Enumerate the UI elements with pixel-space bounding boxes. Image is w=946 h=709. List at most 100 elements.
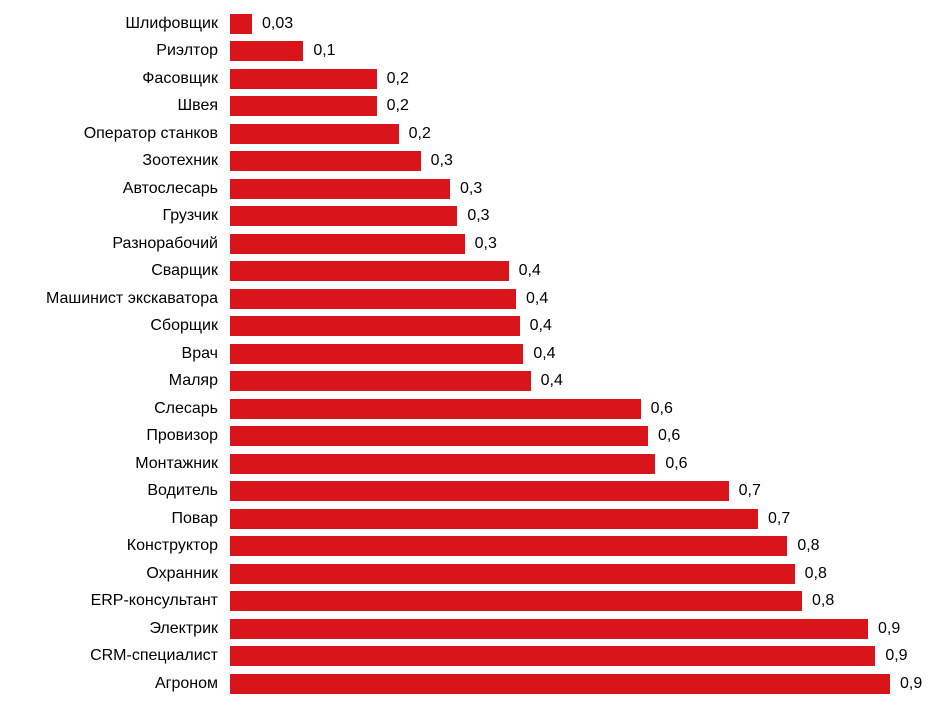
value-label: 0,3 — [475, 235, 497, 253]
bar-area: 0,8 — [230, 533, 926, 561]
category-label: Фасовщик — [20, 70, 230, 88]
value-label: 0,4 — [530, 317, 552, 335]
category-label: Маляр — [20, 372, 230, 390]
value-label: 0,4 — [526, 290, 548, 308]
bar-area: 0,9 — [230, 643, 926, 671]
value-label: 0,3 — [460, 180, 482, 198]
bar — [230, 289, 516, 309]
bar — [230, 619, 868, 639]
bar — [230, 481, 729, 501]
category-label: Машинист экскаватора — [20, 290, 230, 308]
value-label: 0,3 — [431, 152, 453, 170]
horizontal-bar-chart: Шлифовщик0,03Риэлтор0,1Фасовщик0,2Швея0,… — [20, 10, 926, 699]
category-label: Сборщик — [20, 317, 230, 335]
category-label: CRM-специалист — [20, 647, 230, 665]
bar — [230, 509, 758, 529]
value-label: 0,1 — [313, 42, 335, 60]
chart-row: Шлифовщик 0,03 — [20, 10, 926, 38]
value-label: 0,6 — [658, 427, 680, 445]
bar — [230, 426, 648, 446]
value-label: 0,8 — [797, 537, 819, 555]
bar-area: 0,4 — [230, 285, 926, 313]
value-label: 0,03 — [262, 15, 293, 33]
category-label: Грузчик — [20, 207, 230, 225]
bar-area: 0,4 — [230, 340, 926, 368]
category-label: Слесарь — [20, 400, 230, 418]
category-label: Провизор — [20, 427, 230, 445]
chart-row: Агроном 0,9 — [20, 670, 926, 698]
bar-area: 0,1 — [230, 38, 926, 66]
value-label: 0,4 — [533, 345, 555, 363]
chart-row: CRM-специалист 0,9 — [20, 643, 926, 671]
chart-row: Конструктор 0,8 — [20, 533, 926, 561]
chart-row: Слесарь 0,6 — [20, 395, 926, 423]
chart-row: Охранник 0,8 — [20, 560, 926, 588]
bar — [230, 206, 457, 226]
category-label: Сварщик — [20, 262, 230, 280]
bar-area: 0,4 — [230, 368, 926, 396]
bar — [230, 179, 450, 199]
category-label: Водитель — [20, 482, 230, 500]
chart-row: Зоотехник 0,3 — [20, 148, 926, 176]
bar — [230, 261, 509, 281]
bar — [230, 96, 377, 116]
bar-area: 0,2 — [230, 93, 926, 121]
value-label: 0,4 — [541, 372, 563, 390]
category-label: Электрик — [20, 620, 230, 638]
chart-row: Электрик 0,9 — [20, 615, 926, 643]
bar — [230, 41, 303, 61]
bar-area: 0,3 — [230, 175, 926, 203]
chart-row: Повар 0,7 — [20, 505, 926, 533]
chart-row: Разнорабочий0,3 — [20, 230, 926, 258]
bar — [230, 371, 531, 391]
bar-area: 0,4 — [230, 313, 926, 341]
bar-area: 0,6 — [230, 423, 926, 451]
bar — [230, 344, 523, 364]
bar-area: 0,03 — [230, 10, 926, 38]
value-label: 0,2 — [409, 125, 431, 143]
category-label: Повар — [20, 510, 230, 528]
value-label: 0,4 — [519, 262, 541, 280]
bar — [230, 646, 875, 666]
category-label: Зоотехник — [20, 152, 230, 170]
chart-row: Швея0,2 — [20, 93, 926, 121]
bar-area: 0,7 — [230, 478, 926, 506]
bar-area: 0,6 — [230, 450, 926, 478]
chart-row: Маляр 0,4 — [20, 368, 926, 396]
value-label: 0,8 — [805, 565, 827, 583]
bar — [230, 591, 802, 611]
chart-row: Врач0,4 — [20, 340, 926, 368]
chart-row: Провизор 0,6 — [20, 423, 926, 451]
category-label: Агроном — [20, 675, 230, 693]
value-label: 0,2 — [387, 97, 409, 115]
category-label: Оператор станков — [20, 125, 230, 143]
bar-area: 0,8 — [230, 588, 926, 616]
chart-row: Монтажник0,6 — [20, 450, 926, 478]
chart-row: ERP-консультант0,8 — [20, 588, 926, 616]
value-label: 0,9 — [900, 675, 922, 693]
bar — [230, 69, 377, 89]
bar — [230, 151, 421, 171]
value-label: 0,9 — [878, 620, 900, 638]
bar-area: 0,2 — [230, 120, 926, 148]
chart-row: Фасовщик0,2 — [20, 65, 926, 93]
chart-row: Сборщик 0,4 — [20, 313, 926, 341]
category-label: Охранник — [20, 565, 230, 583]
bar — [230, 399, 641, 419]
bar — [230, 564, 795, 584]
category-label: Конструктор — [20, 537, 230, 555]
value-label: 0,6 — [651, 400, 673, 418]
bar-area: 0,6 — [230, 395, 926, 423]
chart-row: Машинист экскаватора 0,4 — [20, 285, 926, 313]
category-label: Автослесарь — [20, 180, 230, 198]
value-label: 0,9 — [885, 647, 907, 665]
value-label: 0,7 — [739, 482, 761, 500]
category-label: Шлифовщик — [20, 15, 230, 33]
chart-row: Водитель 0,7 — [20, 478, 926, 506]
category-label: ERP-консультант — [20, 592, 230, 610]
bar — [230, 536, 787, 556]
bar-area: 0,3 — [230, 203, 926, 231]
bar-area: 0,9 — [230, 670, 926, 698]
bar-area: 0,3 — [230, 230, 926, 258]
value-label: 0,7 — [768, 510, 790, 528]
